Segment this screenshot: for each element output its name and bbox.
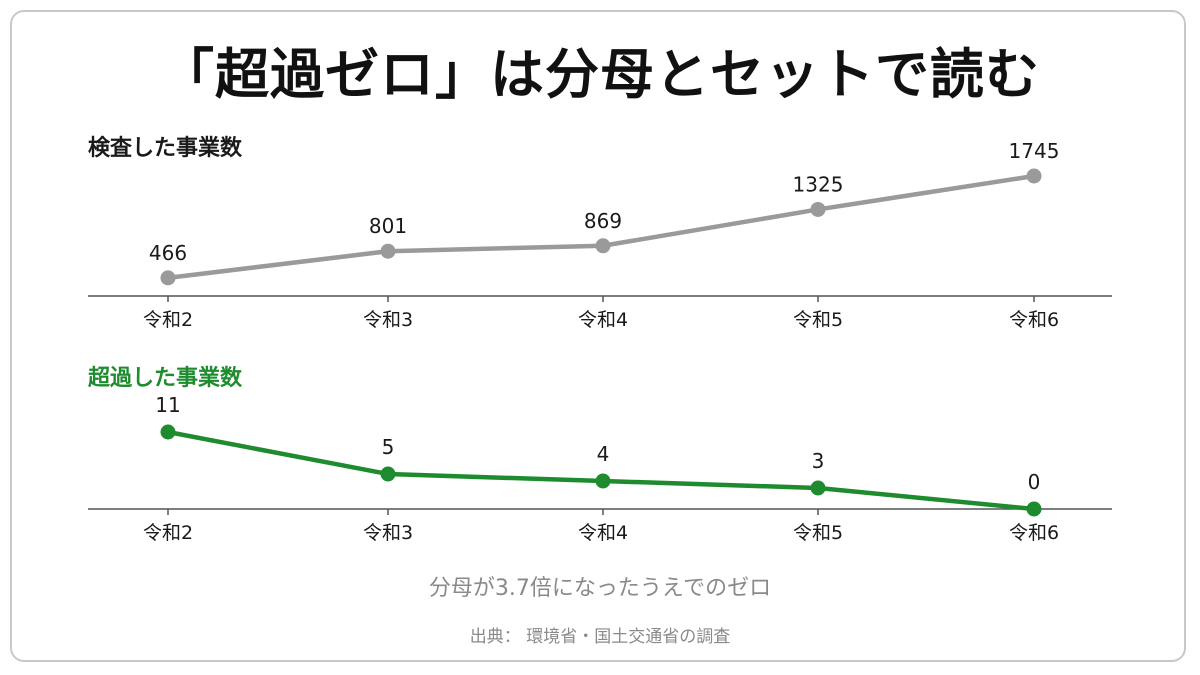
exceeded-data-label: 4: [597, 442, 610, 466]
exceeded-data-label: 3: [812, 449, 825, 473]
exceeded-data-point: [1026, 501, 1042, 517]
exceeded-data-label: 11: [155, 393, 180, 417]
exceeded-data-point: [160, 424, 176, 440]
inspected-data-point: [380, 243, 396, 259]
exceeded-data-point: [595, 473, 611, 489]
inspected-data-point: [160, 270, 176, 286]
card-frame: [10, 10, 1186, 662]
exceeded-panel-label: 超過した事業数: [88, 366, 243, 391]
inspected-data-point: [810, 201, 826, 217]
inspected-x-tick-label: 令和6: [1009, 309, 1059, 331]
inspected-panel-label: 検査した事業数: [88, 136, 243, 161]
inspected-x-tick-label: 令和4: [578, 309, 628, 331]
inspected-data-point: [595, 238, 611, 254]
exceeded-data-point: [380, 466, 396, 482]
inspected-data-point: [1026, 168, 1042, 184]
exceeded-data-label: 0: [1028, 470, 1041, 494]
exceeded-data-label: 5: [382, 435, 395, 459]
inspected-chart: 令和2 令和3 令和4 令和5 令和6 466 801 869 1325 1745: [88, 139, 1112, 331]
exceeded-data-point: [810, 480, 826, 496]
exceeded-x-tick-label: 令和5: [793, 522, 843, 544]
inspected-x-tick-label: 令和3: [363, 309, 413, 331]
exceeded-x-tick-label: 令和2: [143, 522, 193, 544]
inspected-data-label: 1745: [1009, 139, 1060, 163]
exceeded-x-tick-label: 令和6: [1009, 522, 1059, 544]
inspected-x-tick-label: 令和2: [143, 309, 193, 331]
exceeded-chart: 令和2 令和3 令和4 令和5 令和6 11 5 4 3 0: [88, 393, 1112, 544]
inspected-data-label: 466: [149, 241, 187, 265]
chart-note: 分母が3.7倍になったうえでのゼロ: [428, 576, 772, 601]
exceeded-x-tick-label: 令和4: [578, 522, 628, 544]
inspected-x-tick-label: 令和5: [793, 309, 843, 331]
chart-title: 「超過ゼロ」は分母とセットで読む: [160, 43, 1040, 106]
inspected-data-label: 1325: [793, 172, 844, 196]
inspected-data-label: 801: [369, 214, 407, 238]
exceeded-x-tick-label: 令和3: [363, 522, 413, 544]
chart-source: 出典： 環境省・国土交通省の調査: [469, 627, 731, 647]
inspected-data-label: 869: [584, 209, 622, 233]
